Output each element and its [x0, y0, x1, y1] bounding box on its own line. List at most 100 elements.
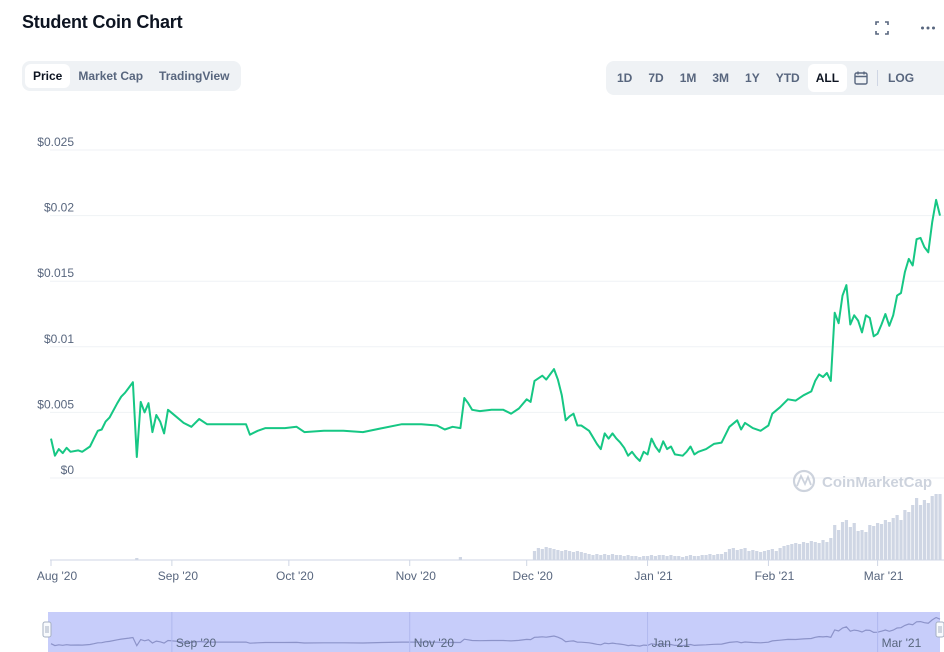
volume-bar: [630, 556, 634, 560]
volume-bar: [930, 496, 934, 560]
watermark-text: CoinMarketCap: [822, 474, 932, 491]
volume-bar: [883, 520, 888, 560]
volume-bar: [794, 543, 798, 560]
volume-bar: [665, 556, 669, 560]
volume-bar: [135, 558, 139, 560]
range-3m[interactable]: 3M: [712, 71, 730, 85]
volume-bar: [595, 554, 599, 560]
volume-bar: [720, 554, 724, 560]
volume-bar: [743, 548, 747, 560]
range-1y[interactable]: 1Y: [745, 71, 760, 85]
range-all[interactable]: ALL: [807, 64, 848, 92]
tab-market-cap[interactable]: Market Cap: [78, 69, 144, 83]
range-divider: [877, 70, 879, 86]
log-scale-toggle[interactable]: LOG: [888, 71, 915, 85]
volume-bar: [770, 549, 774, 560]
volume-bar: [536, 548, 540, 560]
volume-bar: [548, 548, 552, 560]
navigator-tick-label: Nov '20: [414, 636, 455, 650]
volume-bar: [653, 556, 657, 560]
volume-bar: [603, 554, 607, 560]
x-tick-label: Oct '20: [276, 569, 314, 583]
volume-bar: [723, 552, 728, 560]
tab-price[interactable]: Price: [25, 64, 71, 88]
navigator-right-handle[interactable]: [935, 621, 944, 638]
volume-bar: [560, 551, 564, 560]
volume-bar: [626, 555, 630, 560]
volume-bar: [918, 505, 923, 560]
volume-bar: [876, 523, 880, 560]
volume-bar: [922, 500, 927, 560]
y-tick-label: $0: [61, 463, 75, 477]
volume-bar: [556, 550, 560, 560]
volume-bar: [583, 553, 587, 560]
volume-bars: [135, 494, 942, 560]
navigator-tick-label: Mar '21: [882, 636, 922, 650]
volume-bar: [700, 555, 704, 560]
tab-tradingview[interactable]: TradingView: [159, 69, 230, 83]
y-tick-label: $0.025: [37, 135, 74, 149]
volume-bar: [907, 512, 911, 560]
volume-bar: [790, 544, 794, 560]
navigator-left-handle[interactable]: [42, 621, 52, 638]
volume-bar: [599, 555, 603, 560]
volume-bar: [645, 556, 650, 560]
y-tick-label: $0.005: [37, 397, 74, 411]
volume-bar: [552, 549, 556, 560]
x-tick-label: Dec '20: [513, 569, 554, 583]
volume-bar: [649, 555, 654, 560]
volume-bar: [735, 550, 739, 560]
volume-bar: [673, 556, 677, 560]
volume-bar: [926, 503, 930, 560]
volume-bar: [856, 531, 860, 560]
y-tick-label: $0.015: [37, 266, 74, 280]
volume-bar: [684, 556, 689, 560]
x-tick-label: Nov '20: [396, 569, 437, 583]
volume-bar: [817, 543, 821, 560]
calendar-icon[interactable]: [847, 64, 875, 92]
range-ytd[interactable]: YTD: [775, 71, 800, 85]
volume-bar: [887, 522, 891, 560]
volume-bar: [638, 557, 642, 560]
time-range-selector: 1D 7D 1M 3M 1Y YTD ALL LOG: [606, 61, 944, 95]
volume-bar: [571, 552, 576, 560]
volume-bar: [801, 542, 806, 560]
volume-bar: [688, 555, 693, 560]
volume-bar: [766, 550, 771, 560]
volume-bar: [606, 555, 611, 560]
range-7d[interactable]: 7D: [648, 71, 664, 85]
range-1d[interactable]: 1D: [617, 71, 633, 85]
volume-bar: [805, 543, 810, 560]
volume-bar: [540, 549, 544, 560]
volume-bar: [911, 505, 915, 560]
volume-bar: [661, 555, 665, 560]
more-icon[interactable]: [918, 18, 938, 38]
volume-bar: [825, 542, 829, 560]
volume-bar: [848, 527, 852, 560]
volume-bar: [798, 544, 802, 560]
volume-bar: [458, 557, 463, 560]
volume-bar: [868, 525, 872, 560]
volume-bar: [669, 555, 673, 560]
fullscreen-icon[interactable]: [872, 18, 892, 38]
volume-bar: [618, 555, 622, 560]
volume-bar: [708, 554, 712, 560]
volume-bar: [840, 522, 845, 560]
y-axis: $0 $0.005 $0.01 $0.015 $0.02 $0.025: [37, 135, 74, 477]
volume-bar: [891, 518, 895, 560]
volume-bar: [614, 555, 618, 560]
x-tick-label: Jan '21: [634, 569, 673, 583]
volume-bar: [575, 551, 579, 560]
range-1m[interactable]: 1M: [679, 71, 697, 85]
volume-bar: [564, 550, 568, 560]
volume-bar: [915, 498, 919, 560]
volume-bar: [567, 551, 572, 560]
range-navigator: Sep '20 Nov '20 Jan '21 Mar '21: [42, 612, 944, 652]
y-tick-label: $0.02: [44, 201, 74, 215]
chart-type-tabs: Price Market Cap TradingView: [22, 61, 241, 91]
coinmarketcap-logo-icon: [792, 469, 816, 493]
volume-bar: [622, 556, 626, 560]
volume-bar: [751, 550, 755, 560]
navigator-selection: [48, 612, 940, 652]
